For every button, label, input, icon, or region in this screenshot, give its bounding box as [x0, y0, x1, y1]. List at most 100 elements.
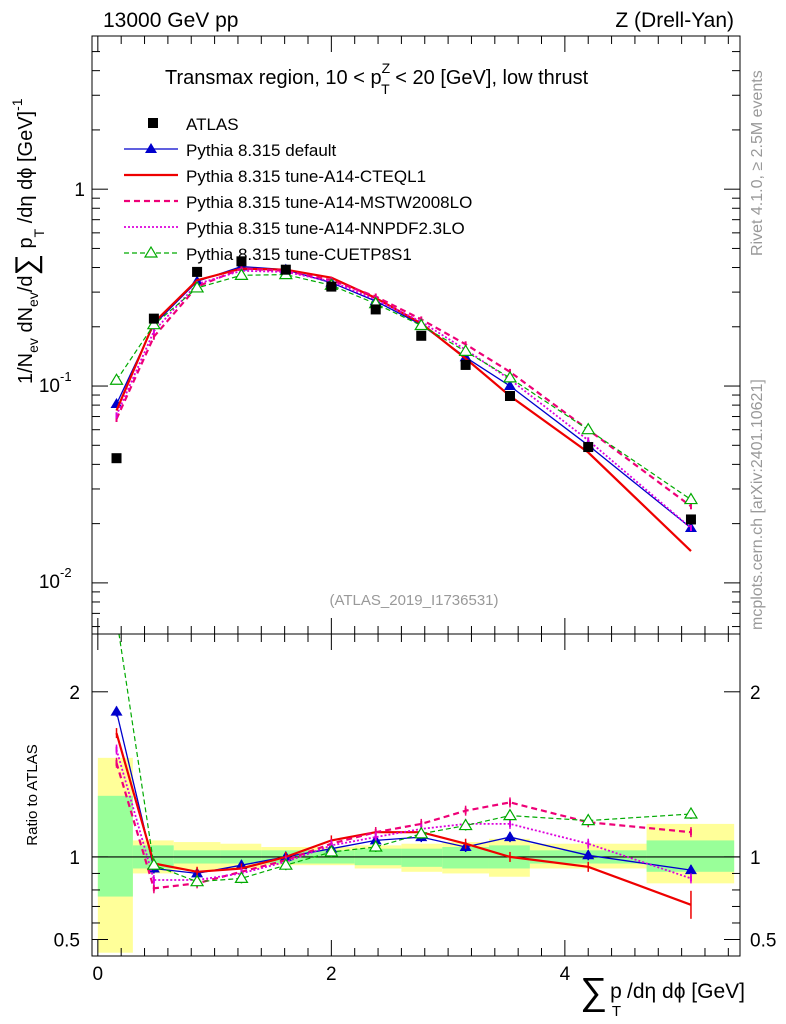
main-ylabel: 1/Nev dNev/d∑ pT /dη dϕ [GeV]-1 — [9, 98, 47, 384]
svg-text:Pythia 8.315 tune-A14-MSTW2008: Pythia 8.315 tune-A14-MSTW2008LO — [186, 193, 472, 212]
xtick-label: 4 — [560, 964, 571, 985]
line-nnpdf — [115, 269, 692, 529]
svg-text:-1: -1 — [60, 369, 72, 384]
series-atlas — [111, 256, 696, 525]
point-cuetp8s1 — [109, 373, 124, 385]
ratio-series-cuetp8s1 — [111, 611, 699, 887]
ratio-point-cuetp8s1 — [146, 858, 161, 870]
analysis-watermark: (ATLAS_2019_I1736531) — [329, 592, 498, 609]
ratio-point-cuetp8s1 — [278, 858, 293, 870]
ytick-label-1: 1 — [74, 180, 85, 201]
rivet-label: Rivet 4.1.0, ≥ 2.5M events — [749, 70, 766, 256]
header-right: Z (Drell-Yan) — [615, 9, 734, 32]
point-atlas — [192, 266, 203, 277]
series-cteql1 — [115, 267, 692, 552]
series-nnpdf — [115, 267, 692, 532]
ratio-point-cuetp8s1 — [581, 813, 596, 826]
point-cuetp8s1 — [414, 318, 429, 331]
point-cuetp8s1 — [146, 317, 161, 330]
ratio-ytick-label-right: 2 — [750, 683, 761, 704]
ratio-frame — [91, 633, 741, 957]
ratio-ticklabels: 0.5 0.5 1 1 2 2 0 2 4 — [54, 683, 777, 985]
ratio-point-cuetp8s1 — [368, 839, 383, 852]
xtick-label: 2 — [326, 964, 337, 985]
point-atlas — [326, 281, 337, 292]
ratio-point-default — [110, 705, 123, 716]
ratio-line-cuetp8s1 — [118, 634, 692, 883]
svg-text:10: 10 — [39, 572, 60, 593]
point-atlas — [583, 442, 594, 453]
ratio-panel: 0.5 0.5 1 1 2 2 0 2 4 Ratio to ATLAS ∑ p T/dη dϕ [… — [24, 611, 777, 1020]
plot-title: Transmax region, 10 < pZ T < 20 [GeV], lo… — [165, 60, 589, 97]
ratio-point-cuetp8s1 — [190, 874, 205, 887]
ratio-ylabel: Ratio to ATLAS — [24, 744, 41, 845]
point-atlas — [280, 264, 291, 275]
ratio-ytick-label: 1 — [69, 848, 80, 869]
ratio-line-default — [115, 711, 692, 875]
series-cuetp8s1 — [109, 267, 699, 505]
point-atlas — [416, 330, 427, 341]
ratio-point-cuetp8s1 — [458, 818, 473, 831]
ratio-point-cuetp8s1 — [414, 826, 429, 839]
series-default — [110, 260, 697, 533]
legend-marker-default — [145, 143, 157, 153]
ytick-label-0p1: 10 -1 — [39, 369, 72, 397]
point-atlas — [504, 390, 515, 401]
point-cuetp8s1 — [581, 422, 596, 435]
ratio-line-cteql1 — [115, 732, 692, 906]
ratio-lines — [110, 611, 699, 919]
point-atlas — [685, 514, 696, 525]
main-ticks — [92, 35, 740, 634]
legend-marker-cuetp8s1 — [143, 245, 159, 258]
ratio-point-cuetp8s1 — [324, 844, 339, 857]
main-panel: 1 10 -1 10 -2 Transmax region, 10 < pZ T … — [9, 35, 741, 635]
svg-text:Pythia 8.315 tune-A14-CTEQL1: Pythia 8.315 tune-A14-CTEQL1 — [186, 167, 426, 186]
ratio-ytick-label: 0.5 — [54, 930, 80, 951]
ratio-point-default — [582, 849, 595, 860]
ratio-point-cuetp8s1 — [111, 611, 123, 621]
legend-entry-nnpdf: Pythia 8.315 tune-A14-NNPDF2.3LO — [124, 219, 465, 238]
main-marks — [109, 256, 699, 552]
point-cuetp8s1 — [234, 268, 249, 280]
legend-entry-default: ATLAS Pythia 8.315 default — [124, 141, 337, 160]
ratio-line-nnpdf — [115, 749, 692, 881]
band-stat-bin — [401, 848, 443, 867]
ratio-point-cuetp8s1 — [502, 808, 518, 821]
ratio-ytick-label-right: 1 — [750, 848, 761, 869]
point-cuetp8s1 — [458, 344, 473, 356]
band-stat-bin — [97, 795, 133, 897]
ratio-point-default — [684, 864, 697, 875]
ytick-label-0p01: 10 -2 — [39, 565, 72, 593]
mcplots-label: mcplots.cern.ch [arXiv:2401.10621] — [749, 379, 766, 630]
header-left: 13000 GeV pp — [103, 9, 238, 32]
point-atlas — [460, 359, 471, 370]
band-stat-bin — [442, 847, 489, 869]
line-mstw — [115, 267, 692, 508]
legend-entry-cuetp8s1: Pythia 8.315 tune-CUETP8S1 — [124, 245, 412, 264]
series-mstw — [115, 265, 692, 510]
svg-text:Pythia 8.315 default: Pythia 8.315 default — [186, 141, 337, 160]
legend-marker-atlas — [148, 118, 158, 128]
line-default — [115, 265, 692, 529]
legend-entry-cteql1: Pythia 8.315 tune-A14-CTEQL1 — [124, 167, 426, 186]
ratio-point-cuetp8s1 — [234, 871, 249, 883]
svg-text:Pythia 8.315 tune-CUETP8S1: Pythia 8.315 tune-CUETP8S1 — [186, 245, 412, 264]
svg-text:ATLAS: ATLAS — [186, 115, 239, 134]
point-atlas — [236, 256, 247, 267]
point-default — [459, 351, 472, 362]
legend-entry-mstw: Pythia 8.315 tune-A14-MSTW2008LO — [124, 193, 472, 212]
x-axis-label: ∑ p T/dη dϕ [GeV] — [580, 971, 745, 1020]
legend: ATLAS ATLAS Pythia 8.315 default Pythia … — [124, 115, 472, 264]
point-default — [503, 380, 516, 391]
point-atlas — [370, 304, 381, 315]
point-atlas — [111, 453, 122, 464]
ratio-ticks — [92, 634, 740, 956]
point-cuetp8s1 — [190, 280, 205, 293]
svg-text:10: 10 — [39, 376, 60, 397]
legend-entry-atlas: ATLAS — [148, 115, 239, 134]
ratio-ytick-label-right: 0.5 — [750, 930, 776, 951]
svg-text:-2: -2 — [60, 565, 72, 580]
point-cuetp8s1 — [502, 370, 518, 383]
line-cuetp8s1 — [116, 273, 692, 501]
